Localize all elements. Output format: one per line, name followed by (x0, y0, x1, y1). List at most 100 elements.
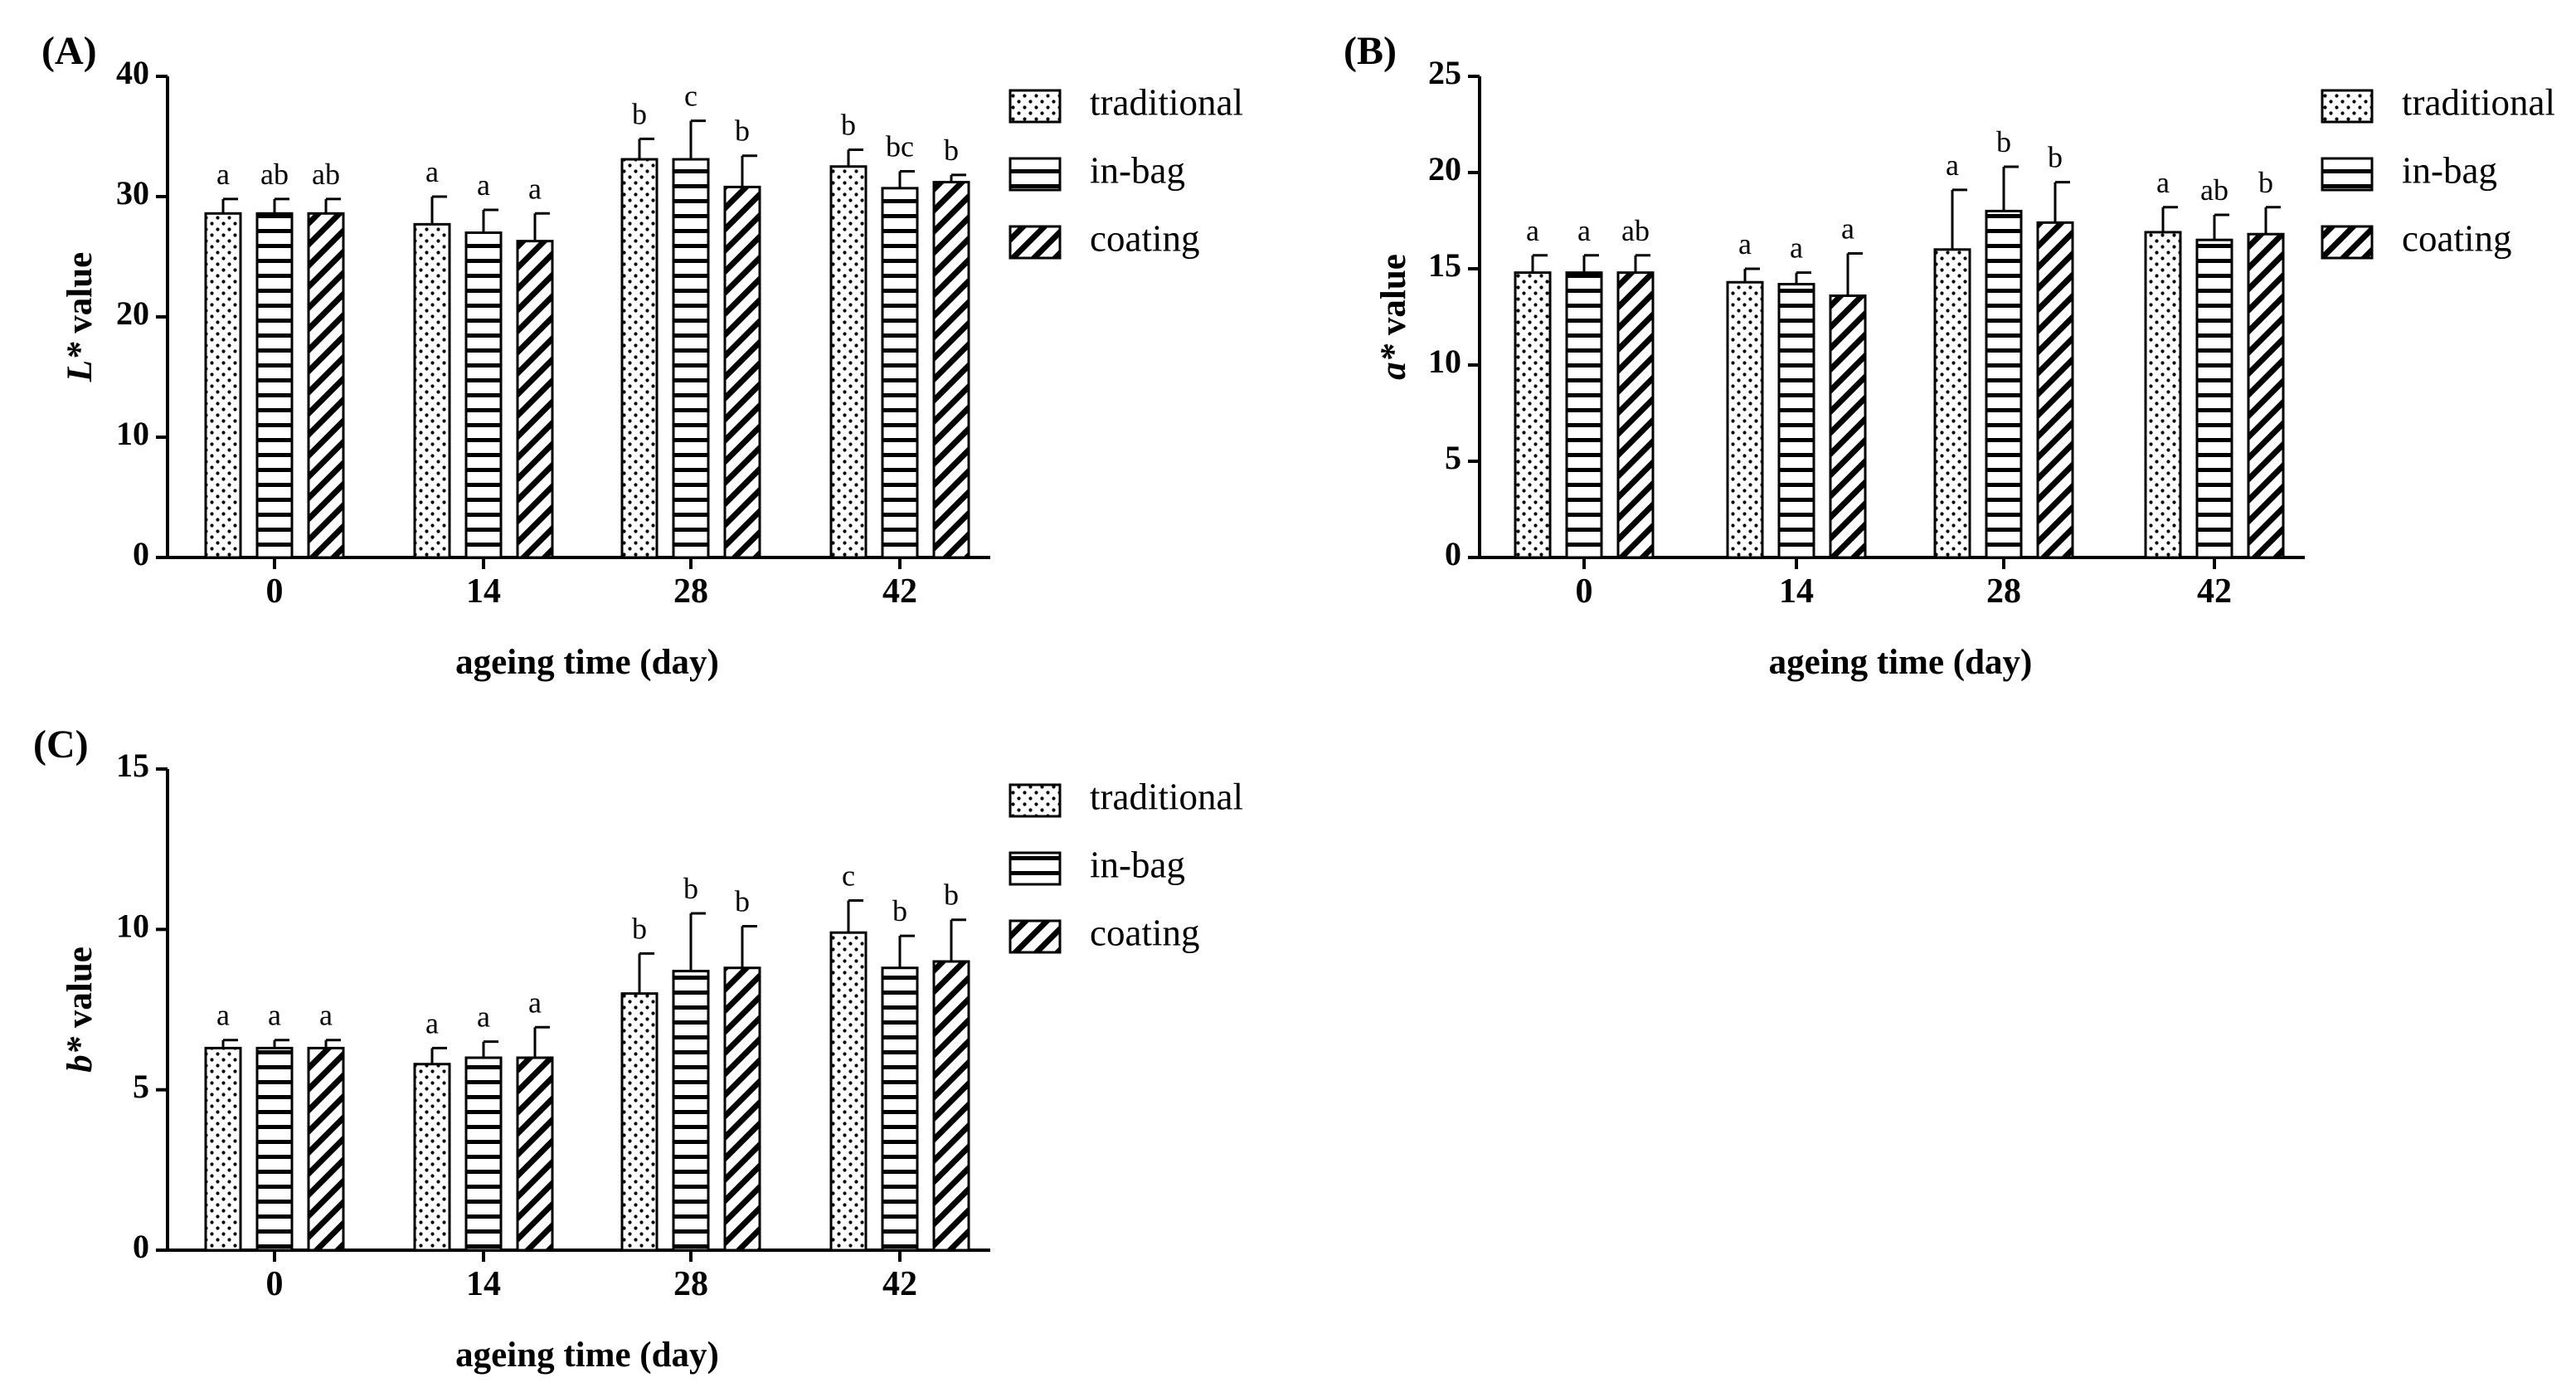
legend-swatch-traditional (1009, 783, 1062, 818)
significance-letter: a (216, 158, 230, 191)
significance-letter: b (2048, 141, 2063, 174)
x-tick-label: 0 (1576, 572, 1593, 611)
significance-letter: ab (312, 158, 340, 191)
bar-in-bag (464, 231, 503, 559)
significance-letter: b (892, 894, 907, 927)
x-tick-label: 42 (882, 1265, 917, 1303)
legend-swatch-traditional (1009, 89, 1062, 124)
significance-letter: b (632, 912, 647, 945)
y-axis-title: b* value (61, 947, 100, 1073)
bar-traditional (829, 165, 868, 559)
bar-coating (2036, 221, 2074, 559)
significance-letter: b (735, 114, 750, 148)
x-axis-title: ageing time (day) (455, 1336, 719, 1375)
significance-letter: a (1526, 214, 1539, 247)
bar-coating (1616, 271, 1655, 559)
bar-in-bag (255, 1046, 294, 1252)
significance-letter: a (477, 1000, 490, 1034)
legend-label-in-bag: in-bag (1090, 149, 1185, 191)
bar-coating (723, 185, 761, 559)
legend-label-in-bag: in-bag (2402, 149, 2497, 191)
bar-coating (932, 960, 970, 1252)
panel-b: (B) 0 5 10 15 20 25 a* value 0 14 28 42 ageing time … (1344, 29, 2555, 682)
bar-coating (723, 966, 761, 1252)
y-tick-label: 10 (116, 908, 149, 945)
y-tick-label: 10 (116, 415, 149, 452)
significance-letter: ab (1621, 214, 1650, 247)
significance-letter: a (528, 986, 542, 1019)
x-axis-title: ageing time (day) (1769, 643, 2033, 682)
legend-label-coating: coating (2402, 217, 2511, 259)
y-axis-title-suffix: value (1374, 254, 1413, 344)
panel-label: (A) (41, 29, 97, 73)
significance-letter: a (425, 155, 439, 188)
bar-traditional (204, 1046, 242, 1252)
legend-label-coating: coating (1090, 912, 1199, 953)
legend-swatch-coating (1009, 225, 1062, 260)
significance-letter: ab (260, 158, 289, 191)
bar-coating (307, 212, 345, 559)
y-tick-label: 0 (1445, 535, 1461, 572)
significance-letter: b (944, 879, 959, 912)
significance-letter: a (1738, 227, 1752, 260)
x-tick-label: 28 (673, 1265, 708, 1303)
significance-letter: a (1790, 231, 1803, 265)
bar-in-bag (881, 187, 919, 559)
bar-traditional (1933, 248, 1971, 559)
significance-letter: bc (886, 130, 914, 163)
legend-swatch-traditional (2321, 89, 2374, 124)
x-axis-title: ageing time (day) (455, 643, 719, 682)
significance-letter: a (1946, 148, 1959, 182)
significance-letter: b (683, 872, 698, 905)
significance-letter: a (2156, 166, 2170, 199)
significance-letter: c (842, 859, 855, 893)
panel-label: (C) (33, 723, 89, 767)
legend-label-traditional: traditional (1090, 776, 1243, 817)
bar-in-bag (464, 1056, 503, 1252)
y-axis-title-variable: b* (61, 1036, 100, 1073)
significance-letter: b (841, 108, 856, 141)
significance-letter: a (319, 999, 333, 1032)
significance-letter: a (1841, 212, 1854, 245)
legend-swatch-in-bag (1009, 157, 1062, 192)
y-tick-label: 5 (1445, 439, 1461, 476)
y-axis-title-suffix: value (61, 947, 100, 1037)
bar-in-bag (1565, 271, 1603, 559)
bar-traditional (620, 992, 659, 1252)
bar-traditional (2144, 231, 2182, 559)
significance-letter: a (425, 1006, 439, 1039)
significance-letter: b (2258, 166, 2273, 199)
y-tick-label: 0 (133, 535, 149, 572)
bar-coating (2247, 232, 2285, 559)
legend-swatch-coating (1009, 919, 1062, 954)
bar-traditional (1726, 280, 1764, 559)
bar-coating (516, 240, 554, 559)
legend-label-traditional: traditional (1090, 81, 1243, 123)
bar-traditional (413, 1063, 451, 1252)
bar-in-bag (255, 212, 294, 559)
y-axis-title-suffix: value (61, 252, 100, 343)
panel-c: (C) 0 5 10 15 b* value 0 14 28 42 ageing time (day… (33, 723, 1243, 1375)
significance-letter: b (944, 134, 959, 167)
significance-letter: a (477, 168, 490, 202)
y-tick-label: 15 (1428, 246, 1461, 284)
bar-coating (307, 1046, 345, 1252)
panel-label: (B) (1344, 29, 1397, 73)
significance-letter: ab (2200, 173, 2228, 207)
bar-traditional (1514, 271, 1552, 559)
x-tick-label: 14 (466, 572, 501, 611)
bar-coating (1829, 294, 1867, 559)
y-axis-title: a* value (1374, 254, 1413, 380)
x-tick-label: 14 (1779, 572, 1814, 611)
legend-label-traditional: traditional (2402, 81, 2555, 123)
x-tick-label: 42 (2197, 572, 2232, 611)
bar-traditional (204, 212, 242, 559)
legend-swatch-in-bag (2321, 157, 2374, 192)
bar-traditional (829, 931, 868, 1252)
significance-letter: b (1996, 125, 2011, 158)
x-tick-label: 0 (266, 572, 284, 611)
y-tick-label: 20 (116, 294, 149, 332)
y-tick-label: 10 (1428, 343, 1461, 380)
bar-in-bag (672, 158, 710, 559)
